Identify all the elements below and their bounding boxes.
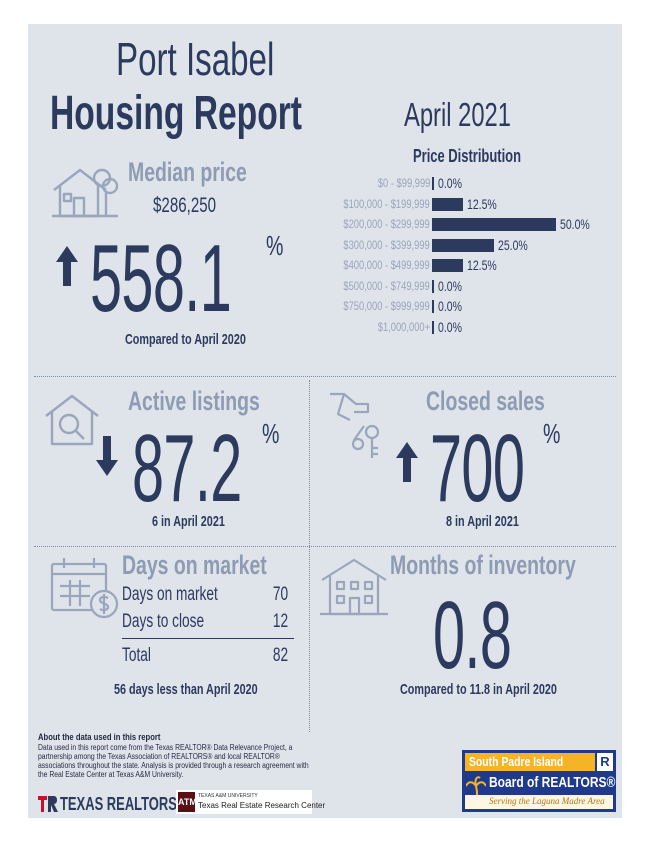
dtc-row-value: 12: [272, 611, 288, 632]
median-price-comparison: Compared to April 2020: [125, 331, 246, 348]
down-arrow-icon: [96, 436, 118, 476]
total-row-value: 82: [272, 645, 288, 666]
dom-row-value: 70: [272, 584, 288, 605]
active-listings-change: 87.2: [132, 415, 242, 522]
price-bar: [432, 259, 463, 272]
texas-am-logo: ATM TEXAS A&M UNIVERSITY Texas Real Esta…: [176, 790, 325, 814]
price-range-label: $0 - $99,999: [377, 176, 430, 190]
median-price-value: $286,250: [153, 194, 217, 217]
months-inventory-label: Months of inventory: [390, 550, 576, 580]
price-bar: [432, 197, 463, 211]
spi-tagline: Serving the Laguna Madre Area: [489, 796, 605, 806]
price-row: $200,000 - $299,999 50.0%: [28, 216, 622, 234]
divider-horizontal-2: [34, 546, 616, 547]
about-title: About the data used in this report: [38, 732, 161, 742]
report-title: Housing Report: [50, 87, 302, 140]
price-bar-value: 50.0%: [560, 216, 590, 232]
up-arrow-icon: [396, 442, 418, 482]
texas-realtors-text: TEXAS REALTORS: [60, 794, 177, 814]
price-range-label: $200,000 - $299,999: [343, 217, 430, 231]
price-range-label: $1,000,000+: [377, 319, 430, 334]
up-arrow-icon: [56, 246, 78, 286]
house-magnifier-icon: [45, 394, 99, 446]
price-bar: [432, 238, 494, 252]
hand-with-keys-icon: [330, 392, 380, 458]
price-bar-value: 0.0%: [437, 277, 462, 294]
total-row-name: Total: [122, 645, 151, 666]
price-range-label: $500,000 - $749,999: [343, 278, 430, 293]
texas-am-mark: ATM: [178, 792, 197, 812]
dtc-row-name: Days to close: [122, 611, 205, 632]
city-title: Port Isabel: [116, 33, 275, 85]
closed-sales-sub: 8 in April 2021: [446, 513, 519, 530]
closed-sales-change: 700: [430, 415, 525, 522]
months-inventory-sub: Compared to 11.8 in April 2020: [400, 681, 557, 698]
months-inventory-value: 0.8: [433, 582, 512, 689]
price-row: $1,000,000+ 0.0%: [28, 319, 622, 337]
about-text: Data used in this report come from the T…: [38, 743, 309, 779]
price-bar: [432, 279, 434, 293]
apartment-building-icon: [320, 558, 388, 616]
price-row: $750,000 - $999,999 0.0%: [28, 298, 622, 316]
price-row: $400,000 - $499,999 12.5%: [28, 257, 622, 275]
price-bar: [432, 218, 556, 231]
price-bar: [432, 300, 434, 313]
price-row: $100,000 - $199,999 12.5%: [28, 196, 622, 214]
price-row: $500,000 - $749,999 0.0%: [28, 278, 622, 296]
divider-vertical: [309, 380, 310, 732]
texas-am-university: TEXAS A&M UNIVERSITY: [198, 793, 258, 799]
divider-horizontal-1: [34, 376, 616, 377]
spi-mid-text: Board of REALTORS®: [489, 774, 616, 791]
price-row: $300,000 - $399,999 25.0%: [28, 237, 622, 255]
spi-top-text: South Padre Island: [469, 754, 564, 769]
days-on-market-label: Days on market: [122, 550, 267, 580]
price-bar-value: 25.0%: [498, 236, 528, 253]
closed-sales-label: Closed sales: [426, 386, 545, 416]
active-listings-pct-sign: %: [262, 418, 280, 449]
active-listings-label: Active listings: [128, 386, 260, 416]
price-range-label: $100,000 - $199,999: [343, 196, 430, 211]
calendar-dollar-icon: [50, 558, 119, 619]
price-bar-value: 0.0%: [437, 318, 462, 335]
price-bar-value: 0.0%: [437, 175, 462, 191]
price-range-label: $750,000 - $999,999: [343, 299, 430, 313]
price-row: $0 - $99,999 0.0%: [28, 175, 622, 193]
median-price-change: 558.1: [90, 225, 232, 332]
price-bar-value: 12.5%: [467, 257, 497, 273]
median-price-label: Median price: [128, 157, 247, 187]
spi-board-logo: South Padre Island R Board of REALTORS® …: [462, 750, 616, 812]
total-rule: [122, 638, 294, 639]
report-month: April 2021: [404, 96, 511, 133]
days-on-market-sub: 56 days less than April 2020: [114, 681, 258, 698]
price-bar: [432, 320, 434, 334]
house-with-tree-icon: [52, 168, 119, 218]
texas-am-center: Texas Real Estate Research Center: [198, 801, 326, 810]
report-page: Port Isabel Housing Report April 2021 Me…: [28, 24, 622, 818]
price-distribution-title: Price Distribution: [413, 146, 522, 166]
active-listings-sub: 6 in April 2021: [152, 513, 225, 530]
median-price-pct-sign: %: [266, 230, 284, 261]
price-range-label: $300,000 - $399,999: [343, 237, 430, 252]
price-bar-value: 12.5%: [467, 195, 497, 212]
dom-row-name: Days on market: [122, 584, 218, 605]
price-bar-value: 0.0%: [437, 298, 462, 314]
texas-realtors-logo-icon: [38, 796, 58, 812]
realtor-r-icon: R: [597, 753, 613, 771]
closed-sales-pct-sign: %: [543, 418, 561, 449]
price-bar: [432, 177, 434, 190]
price-range-label: $400,000 - $499,999: [343, 258, 430, 272]
